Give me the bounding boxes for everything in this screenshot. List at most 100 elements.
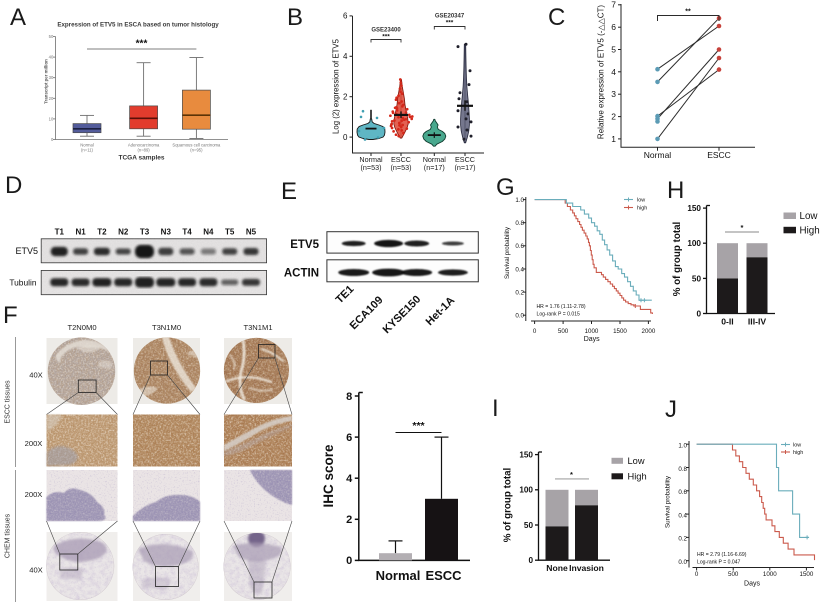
svg-text:0.8: 0.8: [678, 466, 687, 473]
svg-text:*: *: [570, 470, 573, 479]
svg-text:ESCC: ESCC: [425, 568, 462, 583]
svg-text:***: ***: [382, 34, 390, 41]
svg-text:T1: T1: [55, 228, 65, 237]
svg-text:0.2: 0.2: [678, 536, 687, 543]
svg-text:ACTIN: ACTIN: [284, 268, 319, 280]
svg-text:0.0: 0.0: [515, 313, 524, 320]
svg-text:ETV5: ETV5: [290, 239, 319, 251]
svg-text:ESCC tissues: ESCC tissues: [5, 380, 12, 424]
svg-text:KYSE150: KYSE150: [381, 293, 424, 336]
svg-text:1000: 1000: [585, 328, 599, 335]
svg-text:H: H: [667, 177, 684, 204]
svg-text:20: 20: [49, 96, 54, 101]
svg-text:150: 150: [687, 204, 701, 213]
svg-text:0.4: 0.4: [678, 512, 687, 519]
svg-text:150: 150: [519, 451, 533, 460]
svg-text:1: 1: [611, 134, 616, 144]
svg-text:0: 0: [346, 555, 352, 567]
svg-text:T3N1M0: T3N1M0: [152, 323, 181, 332]
svg-text:TE1: TE1: [334, 283, 357, 306]
svg-text:0.2: 0.2: [515, 289, 524, 296]
svg-text:***: ***: [136, 39, 148, 50]
svg-text:N5: N5: [246, 228, 257, 237]
svg-text:50: 50: [49, 34, 54, 39]
svg-text:(n=95): (n=95): [190, 148, 203, 153]
svg-text:4: 4: [611, 67, 616, 77]
svg-text:ESCC: ESCC: [455, 155, 475, 164]
svg-text:(n=17): (n=17): [424, 163, 445, 172]
svg-text:low: low: [793, 443, 801, 449]
svg-text:III-IV: III-IV: [748, 317, 766, 327]
svg-text:% of group total: % of group total: [503, 467, 514, 542]
svg-text:IHC score: IHC score: [321, 444, 336, 508]
svg-text:0.6: 0.6: [678, 489, 687, 496]
svg-text:ESCC: ESCC: [391, 155, 411, 164]
svg-text:7: 7: [611, 0, 616, 10]
svg-text:T2N0M0: T2N0M0: [67, 323, 96, 332]
svg-text:B: B: [287, 4, 303, 31]
svg-text:Low: Low: [628, 456, 645, 466]
svg-text:E: E: [281, 178, 297, 205]
svg-text:Expression of ETV5 in ESCA bas: Expression of ETV5 in ESCA based on tumo…: [57, 22, 219, 29]
svg-text:1000: 1000: [763, 571, 777, 578]
svg-text:4: 4: [346, 473, 353, 485]
svg-text:None: None: [546, 563, 568, 573]
svg-text:1.0: 1.0: [515, 197, 524, 204]
svg-text:5: 5: [611, 44, 616, 54]
svg-text:Low: Low: [800, 211, 819, 222]
svg-text:HR = 2.79 (1.16-6.69): HR = 2.79 (1.16-6.69): [697, 552, 747, 558]
svg-text:Normal: Normal: [423, 155, 447, 164]
svg-text:Survival probability: Survival probability: [665, 475, 672, 528]
svg-text:*: *: [741, 223, 744, 232]
svg-text:**: **: [685, 9, 691, 16]
svg-text:6: 6: [343, 12, 348, 21]
svg-text:6: 6: [611, 22, 616, 32]
svg-text:4: 4: [343, 52, 348, 61]
svg-text:Invasion: Invasion: [569, 563, 604, 573]
svg-text:10: 10: [49, 116, 54, 121]
svg-text:Log (2) expression of ETV5: Log (2) expression of ETV5: [332, 38, 341, 134]
svg-text:GSE20347: GSE20347: [435, 14, 465, 20]
svg-text:200X: 200X: [25, 439, 43, 448]
svg-text:Tubulin: Tubulin: [9, 278, 36, 288]
svg-text:N2: N2: [118, 228, 129, 237]
svg-text:(n=53): (n=53): [391, 163, 412, 172]
svg-text:1500: 1500: [800, 571, 814, 578]
svg-text:0: 0: [343, 133, 348, 142]
svg-text:40X: 40X: [29, 371, 43, 380]
svg-text:100: 100: [519, 486, 533, 495]
svg-text:500: 500: [558, 328, 569, 335]
svg-text:Log-rank P = 0.047: Log-rank P = 0.047: [697, 560, 741, 566]
svg-text:HR = 1.76 (1.11-2.78): HR = 1.76 (1.11-2.78): [537, 304, 586, 310]
svg-text:1500: 1500: [613, 328, 627, 335]
svg-text:50: 50: [692, 274, 702, 283]
svg-text:0.6: 0.6: [515, 243, 524, 250]
svg-text:T5: T5: [225, 228, 235, 237]
svg-text:T3N1M1: T3N1M1: [243, 323, 272, 332]
svg-text:N1: N1: [75, 228, 86, 237]
svg-text:Days: Days: [584, 336, 600, 343]
svg-text:Days: Days: [744, 581, 760, 588]
svg-text:200X: 200X: [25, 490, 43, 499]
svg-text:50: 50: [524, 521, 534, 530]
svg-text:2: 2: [346, 514, 352, 526]
svg-text:8: 8: [346, 391, 352, 403]
svg-text:2: 2: [611, 111, 616, 121]
svg-text:Survival probability: Survival probability: [504, 226, 511, 279]
svg-text:Relative expression of ETV5 (-: Relative expression of ETV5 (-△△CT): [597, 5, 606, 139]
svg-text:N3: N3: [161, 228, 172, 237]
svg-text:0-II: 0-II: [721, 317, 733, 327]
svg-text:High: High: [800, 225, 820, 236]
svg-text:T4: T4: [182, 228, 192, 237]
svg-text:D: D: [5, 172, 22, 199]
svg-text:Het-1A: Het-1A: [424, 295, 458, 329]
svg-text:T2: T2: [97, 228, 107, 237]
svg-text:40: 40: [49, 55, 54, 60]
svg-text:ECA109: ECA109: [348, 294, 386, 332]
svg-text:0: 0: [533, 328, 537, 335]
svg-text:TCGA samples: TCGA samples: [119, 155, 165, 162]
svg-text:(n=17): (n=17): [455, 163, 476, 172]
svg-text:0.4: 0.4: [515, 266, 524, 273]
svg-text:Squamous cell carcinoma: Squamous cell carcinoma: [172, 143, 221, 148]
svg-text:0: 0: [696, 309, 701, 318]
